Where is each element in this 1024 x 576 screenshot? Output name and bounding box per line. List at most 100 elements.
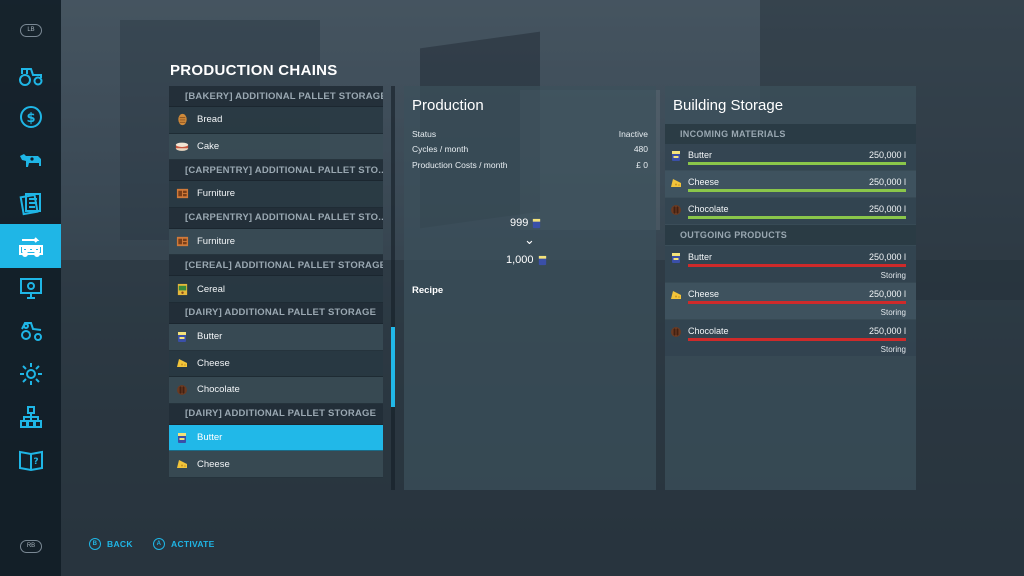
storage-item-amount: 250,000 l — [868, 252, 906, 262]
cycles-value: 480 — [633, 144, 648, 154]
list-item-label: Furniture — [197, 188, 236, 200]
list-item-chocolate[interactable]: Chocolate — [169, 377, 383, 404]
back-button[interactable]: B BACK — [89, 538, 133, 550]
list-item-label: Furniture — [197, 236, 236, 248]
storage-item-state: Storing — [880, 308, 906, 317]
butter-icon — [175, 330, 189, 344]
storage-item-name: Cheese — [688, 177, 720, 187]
list-item-cheese[interactable]: Cheese — [169, 350, 383, 378]
list-item-cake[interactable]: Cake — [169, 133, 383, 161]
list-item-bread[interactable]: Bread — [169, 107, 383, 134]
recipe-label: Recipe — [412, 285, 444, 296]
storage-item-amount: 250,000 l — [868, 326, 906, 336]
activate-button[interactable]: A ACTIVATE — [153, 538, 215, 550]
storage-fill-bar — [688, 216, 906, 219]
storage-item-amount: 250,000 l — [868, 204, 906, 214]
sidebar-item-statistics[interactable] — [0, 266, 61, 310]
production-chain-icon — [18, 237, 43, 257]
storage-item-state: Storing — [880, 271, 906, 280]
butter-icon — [538, 255, 546, 265]
list-item-butter[interactable]: Butter — [169, 323, 383, 351]
list-item-label: Cheese — [197, 357, 230, 369]
list-item-label: Bread — [197, 114, 223, 126]
storage-panel-title: Building Storage — [673, 97, 784, 114]
list-item-cereal[interactable]: Cereal — [169, 276, 383, 303]
butter-icon — [533, 218, 541, 228]
list-item-label: Cereal — [197, 283, 225, 295]
documents-icon — [19, 193, 41, 216]
sidebar-item-garage[interactable] — [0, 309, 61, 353]
sidebar-item-production[interactable] — [0, 224, 61, 268]
incoming-materials-header: INCOMING MATERIALS — [665, 124, 916, 144]
cycles-label: Cycles / month — [412, 144, 469, 154]
furniture-icon — [175, 187, 189, 201]
page-title: PRODUCTION CHAINS — [170, 62, 338, 79]
list-item-label: Cake — [197, 140, 220, 152]
sidebar-item-contracts[interactable] — [0, 181, 61, 225]
cow-icon — [19, 154, 41, 167]
dollar-icon: $ — [19, 106, 42, 128]
b-key-hint: B — [89, 538, 101, 550]
storage-item-amount: 250,000 l — [868, 289, 906, 299]
cheese-icon — [175, 356, 189, 370]
sidebar-item-help[interactable]: ? — [0, 438, 61, 482]
costs-value: £ 0 — [636, 160, 648, 170]
butter-icon — [175, 431, 189, 445]
sidebar-item-vehicles-overview[interactable] — [0, 53, 61, 97]
butter-icon — [670, 149, 683, 162]
sidebar-item-animals[interactable] — [0, 138, 61, 182]
help-book-icon: ? — [18, 450, 43, 472]
cycles-row: Cycles / month 480 — [412, 144, 648, 158]
list-scrollbar-track[interactable] — [391, 86, 395, 490]
furniture-icon — [175, 235, 189, 249]
a-key-hint: A — [153, 538, 165, 550]
sidebar-item-finances[interactable]: $ — [0, 95, 61, 139]
building-storage-panel: Building Storage INCOMING MATERIALS OUTG… — [665, 86, 916, 490]
chocolate-icon — [670, 203, 683, 216]
list-section-header: [CARPENTRY] ADDITIONAL PALLET STO... — [169, 160, 383, 182]
sidebar-item-hierarchy[interactable] — [0, 395, 61, 439]
cereal-icon — [175, 282, 189, 296]
list-item-furniture[interactable]: Furniture — [169, 181, 383, 208]
incoming-storage-row: Cheese 250,000 l — [665, 171, 916, 197]
recipe-input: 999 — [510, 217, 542, 229]
production-chain-list: [BAKERY] ADDITIONAL PALLET STORAGE Bread C… — [169, 86, 383, 490]
storage-fill-bar — [688, 189, 906, 192]
hierarchy-icon — [19, 406, 42, 428]
status-value: Inactive — [618, 129, 648, 139]
recipe-output-amount: 1,000 — [506, 254, 534, 266]
status-row: Status Inactive — [412, 129, 648, 143]
cake-icon — [175, 139, 189, 153]
back-label: BACK — [107, 539, 133, 549]
svg-text:$: $ — [26, 111, 35, 126]
list-section-header: [CARPENTRY] ADDITIONAL PALLET STO... — [169, 207, 383, 229]
list-section-header: [CEREAL] ADDITIONAL PALLET STORAGE — [169, 255, 383, 277]
list-item-label: Chocolate — [197, 384, 240, 396]
list-item-butter[interactable]: Butter — [169, 424, 383, 452]
cheese-icon — [175, 457, 189, 471]
outgoing-products-header: OUTGOING PRODUCTS — [665, 225, 916, 245]
costs-row: Production Costs / month £ 0 — [412, 160, 648, 174]
bread-icon — [175, 113, 189, 127]
activate-label: ACTIVATE — [171, 539, 215, 549]
storage-item-amount: 250,000 l — [868, 150, 906, 160]
chocolate-icon — [670, 325, 683, 338]
vehicles-icon — [20, 322, 42, 341]
list-item-label: Cheese — [197, 458, 230, 470]
tractor-icon — [18, 68, 42, 86]
list-scrollbar-thumb[interactable] — [391, 327, 395, 407]
status-label: Status — [412, 129, 437, 139]
storage-item-state: Storing — [880, 345, 906, 354]
sidebar-item-settings[interactable] — [0, 352, 61, 396]
production-panel: Production Status Inactive Cycles / mont… — [404, 86, 656, 490]
list-item-furniture[interactable]: Furniture — [169, 228, 383, 256]
list-section-header: [BAKERY] ADDITIONAL PALLET STORAGE — [169, 86, 383, 107]
list-item-label: Butter — [197, 331, 223, 343]
incoming-storage-row: Chocolate 250,000 l — [665, 198, 916, 224]
list-item-cheese[interactable]: Cheese — [169, 451, 383, 478]
rb-shoulder-hint: RB — [20, 540, 42, 553]
storage-fill-bar — [688, 301, 906, 304]
storage-item-name: Cheese — [688, 289, 720, 299]
outgoing-storage-row: Chocolate 250,000 l Storing — [665, 320, 916, 356]
costs-label: Production Costs / month — [412, 160, 508, 170]
